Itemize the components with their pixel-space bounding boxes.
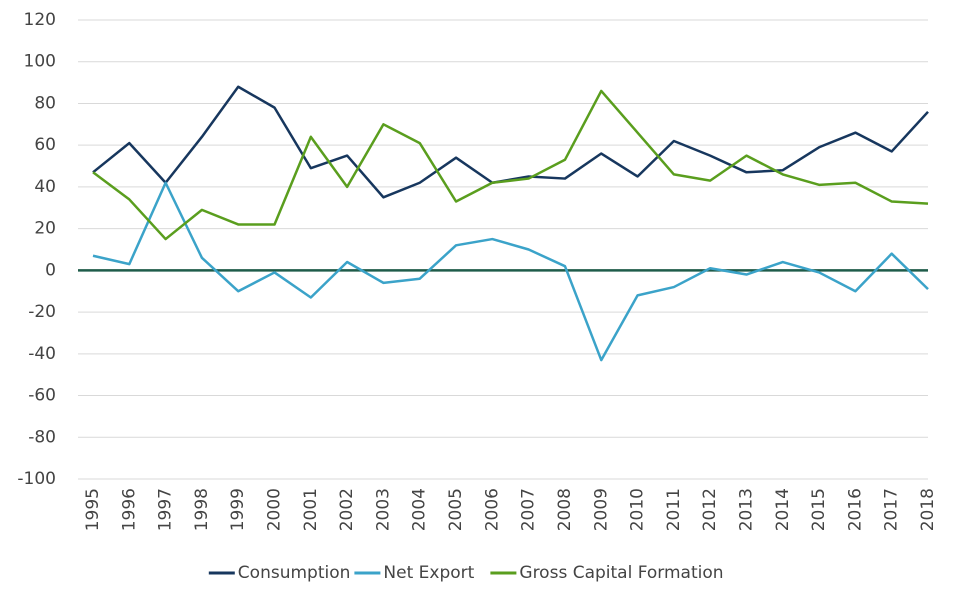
y-tick-label: -40 xyxy=(28,344,56,364)
x-tick-label: 1995 xyxy=(83,488,103,531)
y-tick-label: 100 xyxy=(24,52,56,72)
x-tick-label: 2004 xyxy=(410,488,430,531)
x-tick-label: 2008 xyxy=(555,488,575,531)
y-tick-label: -100 xyxy=(17,469,56,489)
x-tick-label: 2007 xyxy=(519,488,539,531)
y-tick-label: -60 xyxy=(28,386,56,406)
x-tick-label: 2015 xyxy=(809,488,829,531)
series-line xyxy=(92,181,929,362)
legend-label: Consumption xyxy=(238,563,351,583)
x-tick-label: 2018 xyxy=(918,488,938,531)
x-tick-label: 2000 xyxy=(265,488,285,531)
x-tick-label: 2012 xyxy=(700,488,720,531)
y-tick-label: 40 xyxy=(34,177,56,197)
y-tick-label: 80 xyxy=(34,93,56,113)
x-tick-label: 2003 xyxy=(373,488,393,531)
x-tick-label: 1999 xyxy=(228,488,248,531)
series-line xyxy=(92,89,929,241)
x-tick-label: 2017 xyxy=(882,488,902,531)
y-tick-label: 0 xyxy=(45,260,56,280)
legend-label: Gross Capital Formation xyxy=(519,563,723,583)
y-tick-label: -20 xyxy=(28,302,56,322)
x-tick-label: 2010 xyxy=(628,488,648,531)
y-tick-label: -80 xyxy=(28,427,56,447)
x-tick-label: 2011 xyxy=(664,488,684,531)
x-tick-label: 2005 xyxy=(446,488,466,531)
x-tick-label: 2001 xyxy=(301,488,321,531)
x-tick-label: 2014 xyxy=(773,488,793,531)
y-tick-label: 20 xyxy=(34,219,56,239)
x-tick-label: 2006 xyxy=(482,488,502,531)
x-tick-label: 1998 xyxy=(192,488,212,531)
x-tick-label: 2009 xyxy=(591,488,611,531)
y-tick-label: 120 xyxy=(24,10,56,30)
x-tick-label: 1996 xyxy=(119,488,139,531)
y-tick-label: 60 xyxy=(34,135,56,155)
x-tick-label: 2002 xyxy=(337,488,357,531)
x-tick-label: 1997 xyxy=(156,488,176,531)
legend-label: Net Export xyxy=(383,563,474,583)
x-tick-label: 2013 xyxy=(736,488,756,531)
x-tick-label: 2016 xyxy=(845,488,865,531)
